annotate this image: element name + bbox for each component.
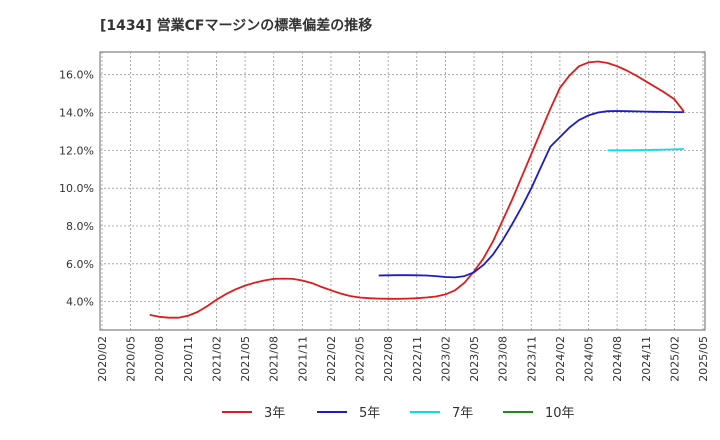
x-axis-ticks: 2020/02 2020/05 2020/08 2020/11 2021/02 2021/… [96, 336, 710, 382]
x-tick-label: 2024/08 [611, 336, 624, 382]
x-tick-label: 2021/08 [268, 336, 281, 382]
x-tick-label: 2024/05 [583, 336, 596, 382]
x-tick-label: 2022/08 [382, 336, 395, 382]
legend-label-0: 3年 [264, 406, 285, 421]
chart-title: [1434] 営業CFマージンの標準偏差の推移 [100, 17, 372, 34]
x-tick-label: 2021/05 [239, 336, 252, 382]
x-tick-label: 2021/02 [210, 336, 223, 382]
x-tick-label: 2023/08 [497, 336, 510, 382]
x-tick-label: 2025/05 [697, 336, 710, 382]
x-tick-label: 2020/08 [153, 336, 166, 382]
y-tick-label: 14.0% [59, 107, 94, 120]
series-line-0 [149, 60, 685, 319]
x-tick-label: 2022/11 [411, 336, 424, 382]
x-tick-label: 2020/11 [182, 336, 195, 382]
x-tick-label: 2023/11 [525, 336, 538, 382]
y-tick-label: 12.0% [59, 144, 94, 157]
x-tick-label: 2024/11 [640, 336, 653, 382]
x-tick-label: 2021/11 [296, 336, 309, 382]
x-tick-label: 2022/05 [354, 336, 367, 382]
series-lines [149, 60, 685, 319]
legend-label-2: 7年 [452, 406, 473, 421]
x-tick-label: 2022/02 [325, 336, 338, 382]
x-tick-label: 2020/02 [96, 336, 109, 382]
y-tick-label: 6.0% [66, 258, 94, 271]
x-tick-label: 2025/02 [668, 336, 681, 382]
legend-label-1: 5年 [359, 406, 380, 421]
y-tick-label: 10.0% [59, 182, 94, 195]
x-tick-label: 2024/02 [554, 336, 567, 382]
x-tick-label: 2020/05 [125, 336, 138, 382]
y-tick-label: 4.0% [66, 296, 94, 309]
series-line-1 [378, 110, 684, 279]
y-tick-label: 16.0% [59, 69, 94, 82]
legend: 3年 5年 7年 10年 [222, 406, 575, 421]
x-tick-label: 2023/05 [468, 336, 481, 382]
y-tick-label: 8.0% [66, 220, 94, 233]
series-line-2 [607, 148, 684, 152]
legend-label-3: 10年 [545, 406, 575, 421]
plot-area [99, 51, 706, 331]
y-axis-ticks: 4.0% 6.0% 8.0% 10.0% 12.0% 14.0% 16.0% [59, 69, 94, 309]
x-tick-label: 2023/02 [439, 336, 452, 382]
